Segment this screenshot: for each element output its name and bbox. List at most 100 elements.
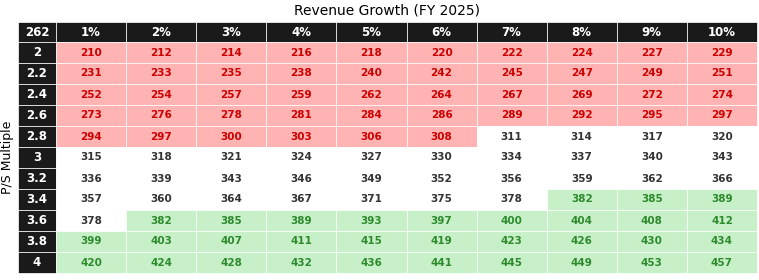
Text: 311: 311 [501, 132, 522, 141]
Bar [126, 168, 196, 189]
Text: 306: 306 [361, 132, 383, 141]
Bar [687, 210, 757, 231]
Text: 404: 404 [571, 216, 593, 225]
Text: 297: 297 [150, 132, 172, 141]
Bar [336, 252, 407, 273]
Text: 218: 218 [361, 48, 383, 57]
Text: 362: 362 [641, 174, 663, 183]
Bar [18, 252, 56, 273]
Bar [266, 22, 336, 42]
Text: 3.6: 3.6 [27, 214, 48, 227]
Text: 240: 240 [361, 69, 383, 78]
Text: 340: 340 [641, 153, 663, 162]
Text: 434: 434 [711, 237, 733, 246]
Bar [407, 105, 477, 126]
Text: 382: 382 [150, 216, 172, 225]
Bar [407, 84, 477, 105]
Bar [18, 189, 56, 210]
Text: 327: 327 [361, 153, 383, 162]
Text: 2.4: 2.4 [27, 88, 48, 101]
Text: 3.2: 3.2 [27, 172, 47, 185]
Text: 346: 346 [291, 174, 312, 183]
Text: 378: 378 [80, 216, 102, 225]
Bar [687, 147, 757, 168]
Bar [477, 189, 546, 210]
Text: 2.6: 2.6 [27, 109, 48, 122]
Bar [18, 63, 56, 84]
Text: 281: 281 [291, 111, 312, 120]
Text: 315: 315 [80, 153, 102, 162]
Text: 249: 249 [641, 69, 663, 78]
Text: 330: 330 [430, 153, 452, 162]
Text: 424: 424 [150, 258, 172, 267]
Text: 2.2: 2.2 [27, 67, 47, 80]
Text: 382: 382 [571, 195, 593, 204]
Bar [546, 189, 617, 210]
Bar [266, 252, 336, 273]
Text: 245: 245 [501, 69, 523, 78]
Bar [336, 231, 407, 252]
Bar [126, 42, 196, 63]
Bar [56, 63, 126, 84]
Text: 2%: 2% [151, 25, 171, 39]
Bar [336, 189, 407, 210]
Text: 432: 432 [291, 258, 312, 267]
Bar [617, 42, 687, 63]
Bar [266, 105, 336, 126]
Text: 9%: 9% [642, 25, 662, 39]
Text: 453: 453 [641, 258, 663, 267]
Text: 364: 364 [220, 195, 242, 204]
Text: 359: 359 [571, 174, 593, 183]
Bar [687, 189, 757, 210]
Bar [477, 22, 546, 42]
Bar [336, 168, 407, 189]
Text: 242: 242 [430, 69, 452, 78]
Text: 337: 337 [571, 153, 593, 162]
Bar [617, 126, 687, 147]
Bar [617, 63, 687, 84]
Bar [18, 126, 56, 147]
Text: 254: 254 [150, 90, 172, 99]
Bar [477, 252, 546, 273]
Text: 274: 274 [711, 90, 733, 99]
Text: 2.8: 2.8 [27, 130, 48, 143]
Bar [266, 126, 336, 147]
Text: 216: 216 [291, 48, 312, 57]
Text: 367: 367 [291, 195, 312, 204]
Bar [126, 105, 196, 126]
Text: 269: 269 [571, 90, 593, 99]
Text: 229: 229 [711, 48, 732, 57]
Text: 415: 415 [361, 237, 383, 246]
Text: 3%: 3% [222, 25, 241, 39]
Bar [126, 22, 196, 42]
Bar [336, 126, 407, 147]
Text: 272: 272 [641, 90, 663, 99]
Bar [196, 252, 266, 273]
Text: 238: 238 [291, 69, 312, 78]
Bar [196, 168, 266, 189]
Bar [56, 147, 126, 168]
Text: 339: 339 [150, 174, 172, 183]
Bar [18, 168, 56, 189]
Text: 295: 295 [641, 111, 663, 120]
Bar [336, 63, 407, 84]
Bar [477, 105, 546, 126]
Bar [196, 126, 266, 147]
Bar [126, 63, 196, 84]
Text: 278: 278 [220, 111, 242, 120]
Bar [546, 168, 617, 189]
Bar [336, 210, 407, 231]
Bar [196, 22, 266, 42]
Text: 284: 284 [361, 111, 383, 120]
Text: 286: 286 [430, 111, 452, 120]
Bar [56, 252, 126, 273]
Text: 343: 343 [711, 153, 733, 162]
Bar [477, 231, 546, 252]
Bar [407, 147, 477, 168]
Text: 371: 371 [361, 195, 383, 204]
Bar [617, 105, 687, 126]
Text: 428: 428 [220, 258, 242, 267]
Bar [407, 252, 477, 273]
Text: 334: 334 [501, 153, 523, 162]
Text: 343: 343 [220, 174, 242, 183]
